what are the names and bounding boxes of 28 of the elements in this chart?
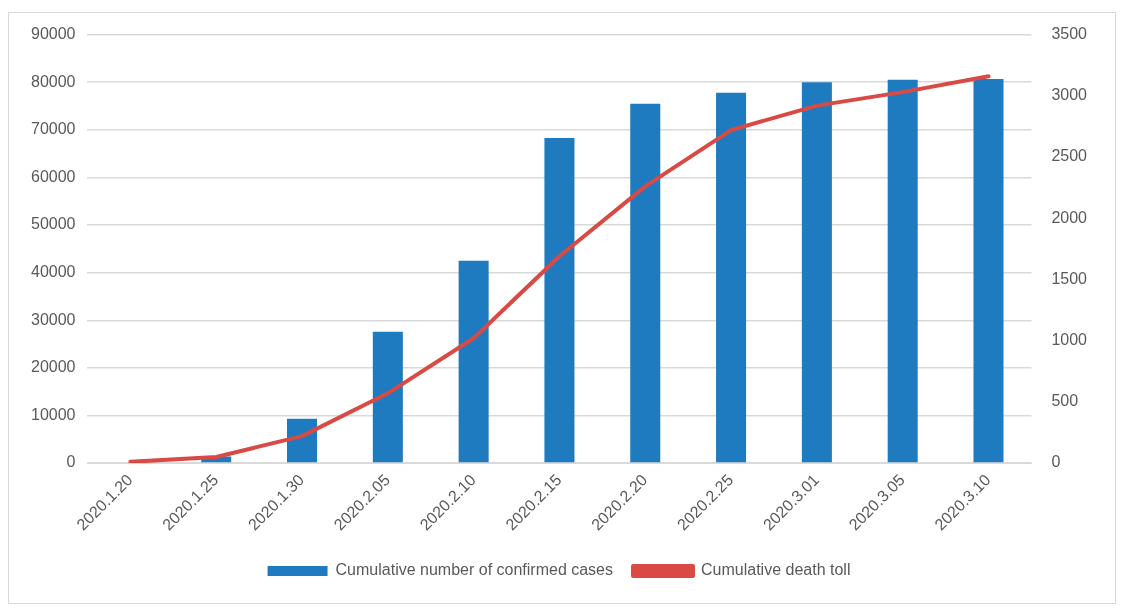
y2-tick-label: 3000 <box>1051 86 1088 104</box>
bar <box>372 331 403 463</box>
y-tick-label: 10000 <box>30 405 76 423</box>
bar <box>887 79 918 463</box>
bar <box>458 260 489 463</box>
bar <box>973 78 1004 463</box>
y2-tick-label: 1500 <box>1051 269 1088 287</box>
y-tick-label: 80000 <box>30 72 76 90</box>
y-tick-label: 20000 <box>30 358 76 376</box>
legend-label: Cumulative death toll <box>701 561 851 579</box>
bar <box>801 82 832 463</box>
bar <box>716 92 747 463</box>
y-tick-label: 50000 <box>30 215 76 233</box>
y2-tick-label: 0 <box>1051 453 1061 471</box>
y2-tick-label: 2000 <box>1051 208 1088 226</box>
bar <box>544 137 575 463</box>
y-tick-label: 40000 <box>30 263 76 281</box>
y2-tick-label: 500 <box>1051 392 1079 410</box>
y2-tick-label: 3500 <box>1051 25 1088 43</box>
bar <box>630 103 661 463</box>
legend-label: Cumulative number of confirmed cases <box>335 561 614 579</box>
y2-tick-label: 1000 <box>1051 331 1088 349</box>
y2-tick-label: 2500 <box>1051 147 1088 165</box>
y-tick-label: 60000 <box>30 167 76 185</box>
y-tick-label: 90000 <box>30 25 76 43</box>
y-tick-label: 30000 <box>30 310 76 328</box>
y-tick-label: 70000 <box>30 120 76 138</box>
y-tick-label: 0 <box>66 453 76 471</box>
